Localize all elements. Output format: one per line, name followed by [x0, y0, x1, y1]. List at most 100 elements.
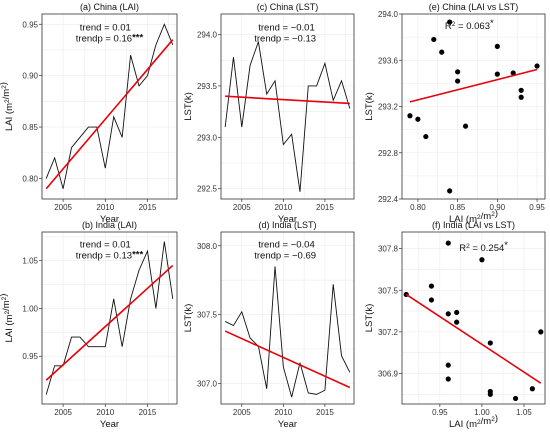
- significance-star: *: [504, 240, 508, 251]
- scatter-point: [445, 376, 451, 382]
- scatter-point: [447, 19, 453, 25]
- panel-title: (d) India (LST): [258, 220, 316, 230]
- scatter-point: [455, 78, 461, 84]
- y-tick-label: 0.95: [22, 20, 38, 29]
- y-tick-label: 294.0: [197, 31, 218, 40]
- panel-frame: [401, 231, 546, 405]
- x-tick-label: 2010: [274, 408, 292, 417]
- scatter-point: [431, 36, 437, 43]
- significance-star: *: [490, 18, 494, 29]
- y-tick-label: 307.2: [378, 328, 399, 337]
- x-tick-label: 2005: [54, 408, 72, 417]
- scatter-point: [487, 391, 493, 397]
- r2-annotation: R2 = 0.254*: [459, 240, 508, 254]
- series-line: [45, 23, 174, 189]
- trend-annotation: trend = −0.01: [258, 23, 315, 34]
- trend-annotation: trend = 0.01: [80, 23, 131, 34]
- x-tick-label: 0.80: [410, 203, 426, 212]
- trend-line: [224, 330, 351, 389]
- scatter-point: [439, 49, 445, 55]
- y-tick-label: 293.6: [378, 56, 399, 65]
- y-tick-label: 0.85: [22, 123, 38, 132]
- x-tick-label: 0.90: [490, 203, 506, 212]
- y-tick-label: 307.5: [197, 311, 218, 320]
- trendp-annotation: trendp = −0.69: [254, 250, 316, 261]
- x-axis-label: Year: [278, 214, 297, 225]
- y-tick-label: 0.90: [22, 72, 38, 81]
- x-tick-label: 2015: [139, 408, 157, 417]
- scatter-point: [479, 257, 485, 263]
- y-tick-label: 293.5: [197, 82, 218, 91]
- x-tick-label: 0.95: [529, 203, 545, 212]
- scatter-point: [423, 133, 429, 140]
- scatter-point: [454, 309, 460, 316]
- panel-title: (e) China (LAI vs LST): [429, 2, 519, 12]
- panel-frame: [220, 231, 355, 405]
- scatter-point: [494, 71, 500, 77]
- x-tick-label: 2005: [233, 408, 251, 417]
- x-tick-label: 1.00: [474, 408, 490, 417]
- y-tick-label: 1.05: [22, 257, 38, 266]
- scatter-point: [487, 340, 493, 346]
- x-tick-label: 2005: [54, 203, 72, 212]
- trendp-value: trendp = 0.16: [76, 34, 132, 45]
- panel-b: (b) India (LAI) 2005 2010 2015 0.95 1.00 1.05 Y…: [0, 220, 178, 430]
- scatter-point: [445, 311, 451, 317]
- y-axis-label: LST(k): [364, 92, 375, 121]
- scatter-point: [462, 123, 469, 129]
- y-tick-label: 307.5: [378, 286, 399, 295]
- scatter-point: [538, 329, 544, 335]
- y-tick-label: 293.2: [378, 103, 399, 112]
- scatter-point: [445, 240, 451, 246]
- y-tick-label: 307.0: [197, 379, 218, 388]
- x-tick-label: 2010: [96, 408, 114, 417]
- x-tick-label: 2005: [233, 203, 251, 212]
- y-tick-label: 308.0: [197, 242, 218, 251]
- panel-title: (b) India (LAI): [82, 220, 137, 230]
- y-tick-label: 292.8: [378, 149, 399, 158]
- y-tick-label: 292.5: [197, 185, 218, 194]
- scatter-point: [447, 188, 453, 194]
- trend-line: [45, 39, 174, 190]
- trendp-annotation: trendp = 0.16***: [76, 33, 144, 45]
- scatter-point: [510, 70, 516, 76]
- trendp-annotation: trendp = −0.13: [254, 34, 316, 45]
- trend-line: [45, 264, 174, 381]
- x-tick-label: 2015: [316, 203, 334, 212]
- x-axis-label: Year: [100, 214, 119, 225]
- y-tick-label: 0.80: [22, 174, 38, 183]
- scatter-point: [445, 362, 451, 368]
- scatter-point: [428, 297, 435, 303]
- series-line: [224, 41, 351, 192]
- y-axis-label: LST(k): [183, 92, 194, 121]
- x-axis-label: Year: [100, 419, 119, 430]
- scatter-point: [407, 113, 413, 119]
- trendp-value: trendp = 0.13: [76, 250, 132, 261]
- y-tick-label: 306.9: [378, 369, 399, 378]
- trend-annotation: trend = −0.04: [258, 239, 315, 250]
- x-tick-label: 0.95: [432, 408, 448, 417]
- y-axis-label: LST(k): [364, 304, 375, 333]
- panel-f: (f) India (LAI vs LST) 0.95 1.00 1.05 306.9 3…: [364, 220, 546, 430]
- trend-annotation: trend = 0.01: [80, 239, 131, 250]
- scatter-point: [518, 87, 524, 93]
- panel-frame: [220, 13, 355, 200]
- trend-line: [405, 293, 542, 384]
- y-tick-label: 293.0: [197, 133, 218, 142]
- scatter-point: [494, 43, 500, 49]
- panel-a: (a) China (LAI) 2005 2010 2015 0.80 0.85 0.90 0…: [0, 2, 178, 225]
- y-axis-label: LAI (m2/m2): [0, 82, 15, 131]
- panel-title: (c) China (LST): [257, 2, 319, 12]
- series-line: [224, 266, 351, 398]
- scatter-point: [512, 395, 519, 402]
- panel-frame: [41, 231, 178, 405]
- x-tick-label: 2015: [139, 203, 157, 212]
- panel-e: (e) China (LAI vs LST) 0.80 0.85 0.90 0.95 29…: [364, 2, 546, 225]
- r2-annotation: R2 = 0.063*: [445, 18, 494, 32]
- significance-stars: ***: [132, 249, 143, 260]
- panel-d: (d) India (LST) 2005 2010 2015 307.0 307.5 308…: [183, 220, 355, 430]
- y-tick-label: 307.8: [378, 245, 399, 254]
- x-axis-label: LAI (m2/m2): [449, 413, 498, 430]
- scatter-point: [454, 319, 460, 325]
